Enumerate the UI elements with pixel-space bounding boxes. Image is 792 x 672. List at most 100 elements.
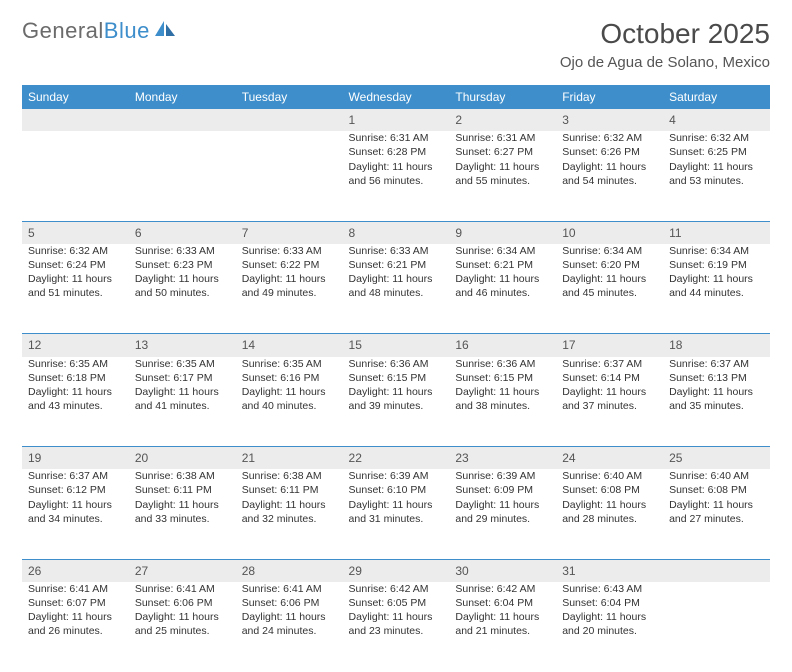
day-number: 4 <box>663 109 770 131</box>
day-number: 29 <box>343 559 450 582</box>
sunset-line: Sunset: 6:08 PM <box>669 483 764 497</box>
sunrise-line: Sunrise: 6:34 AM <box>669 244 764 258</box>
day-number <box>663 559 770 582</box>
sunset-line: Sunset: 6:24 PM <box>28 258 123 272</box>
sunrise-line: Sunrise: 6:42 AM <box>455 582 550 596</box>
day-content-row: Sunrise: 6:31 AMSunset: 6:28 PMDaylight:… <box>22 131 770 221</box>
day2-line: and 32 minutes. <box>242 512 337 526</box>
day-header: Friday <box>556 85 663 109</box>
day-number: 24 <box>556 447 663 470</box>
day1-line: Daylight: 11 hours <box>135 610 230 624</box>
day2-line: and 31 minutes. <box>349 512 444 526</box>
sunrise-line: Sunrise: 6:38 AM <box>242 469 337 483</box>
sunset-line: Sunset: 6:13 PM <box>669 371 764 385</box>
day-content-row: Sunrise: 6:35 AMSunset: 6:18 PMDaylight:… <box>22 357 770 447</box>
logo: GeneralBlue <box>22 18 176 44</box>
sunset-line: Sunset: 6:07 PM <box>28 596 123 610</box>
day-number: 5 <box>22 221 129 244</box>
day-cell: Sunrise: 6:35 AMSunset: 6:17 PMDaylight:… <box>129 357 236 447</box>
day2-line: and 51 minutes. <box>28 286 123 300</box>
day-number: 19 <box>22 447 129 470</box>
day-number: 28 <box>236 559 343 582</box>
day-number: 9 <box>449 221 556 244</box>
day2-line: and 38 minutes. <box>455 399 550 413</box>
sunset-line: Sunset: 6:27 PM <box>455 145 550 159</box>
day-number: 1 <box>343 109 450 131</box>
day1-line: Daylight: 11 hours <box>349 610 444 624</box>
day2-line: and 56 minutes. <box>349 174 444 188</box>
sunset-line: Sunset: 6:11 PM <box>242 483 337 497</box>
sunset-line: Sunset: 6:19 PM <box>669 258 764 272</box>
day-cell: Sunrise: 6:40 AMSunset: 6:08 PMDaylight:… <box>663 469 770 559</box>
day-number <box>236 109 343 131</box>
day-number: 23 <box>449 447 556 470</box>
logo-text-2: Blue <box>104 18 150 44</box>
day-number: 8 <box>343 221 450 244</box>
day-number: 21 <box>236 447 343 470</box>
day-number: 7 <box>236 221 343 244</box>
sunset-line: Sunset: 6:09 PM <box>455 483 550 497</box>
day2-line: and 29 minutes. <box>455 512 550 526</box>
day2-line: and 55 minutes. <box>455 174 550 188</box>
day1-line: Daylight: 11 hours <box>455 385 550 399</box>
day-number: 12 <box>22 334 129 357</box>
day1-line: Daylight: 11 hours <box>242 610 337 624</box>
sunrise-line: Sunrise: 6:32 AM <box>28 244 123 258</box>
day2-line: and 44 minutes. <box>669 286 764 300</box>
day1-line: Daylight: 11 hours <box>455 498 550 512</box>
day1-line: Daylight: 11 hours <box>562 160 657 174</box>
day2-line: and 27 minutes. <box>669 512 764 526</box>
day1-line: Daylight: 11 hours <box>135 498 230 512</box>
day-cell: Sunrise: 6:41 AMSunset: 6:06 PMDaylight:… <box>236 582 343 672</box>
day2-line: and 48 minutes. <box>349 286 444 300</box>
day-cell: Sunrise: 6:32 AMSunset: 6:25 PMDaylight:… <box>663 131 770 221</box>
day-cell: Sunrise: 6:31 AMSunset: 6:27 PMDaylight:… <box>449 131 556 221</box>
day-number: 30 <box>449 559 556 582</box>
day-content-row: Sunrise: 6:37 AMSunset: 6:12 PMDaylight:… <box>22 469 770 559</box>
sunrise-line: Sunrise: 6:35 AM <box>28 357 123 371</box>
day-number: 18 <box>663 334 770 357</box>
day1-line: Daylight: 11 hours <box>135 272 230 286</box>
month-title: October 2025 <box>560 18 770 50</box>
day-cell: Sunrise: 6:43 AMSunset: 6:04 PMDaylight:… <box>556 582 663 672</box>
day1-line: Daylight: 11 hours <box>242 498 337 512</box>
day1-line: Daylight: 11 hours <box>562 498 657 512</box>
day2-line: and 23 minutes. <box>349 624 444 638</box>
day2-line: and 39 minutes. <box>349 399 444 413</box>
day-number: 13 <box>129 334 236 357</box>
day1-line: Daylight: 11 hours <box>349 160 444 174</box>
sunset-line: Sunset: 6:10 PM <box>349 483 444 497</box>
day2-line: and 21 minutes. <box>455 624 550 638</box>
day-cell: Sunrise: 6:38 AMSunset: 6:11 PMDaylight:… <box>129 469 236 559</box>
sunrise-line: Sunrise: 6:40 AM <box>669 469 764 483</box>
sunrise-line: Sunrise: 6:32 AM <box>562 131 657 145</box>
day-cell: Sunrise: 6:42 AMSunset: 6:05 PMDaylight:… <box>343 582 450 672</box>
sunrise-line: Sunrise: 6:33 AM <box>242 244 337 258</box>
day1-line: Daylight: 11 hours <box>28 498 123 512</box>
day-cell: Sunrise: 6:40 AMSunset: 6:08 PMDaylight:… <box>556 469 663 559</box>
sunrise-line: Sunrise: 6:37 AM <box>28 469 123 483</box>
sunset-line: Sunset: 6:17 PM <box>135 371 230 385</box>
sunset-line: Sunset: 6:26 PM <box>562 145 657 159</box>
daynum-row: 19202122232425 <box>22 447 770 470</box>
day-cell <box>236 131 343 221</box>
day1-line: Daylight: 11 hours <box>669 160 764 174</box>
day2-line: and 26 minutes. <box>28 624 123 638</box>
day1-line: Daylight: 11 hours <box>669 385 764 399</box>
sunrise-line: Sunrise: 6:32 AM <box>669 131 764 145</box>
day-cell: Sunrise: 6:35 AMSunset: 6:16 PMDaylight:… <box>236 357 343 447</box>
sunset-line: Sunset: 6:21 PM <box>455 258 550 272</box>
day1-line: Daylight: 11 hours <box>669 272 764 286</box>
sunrise-line: Sunrise: 6:36 AM <box>349 357 444 371</box>
day-cell: Sunrise: 6:33 AMSunset: 6:21 PMDaylight:… <box>343 244 450 334</box>
day-header: Tuesday <box>236 85 343 109</box>
day1-line: Daylight: 11 hours <box>562 610 657 624</box>
day-cell: Sunrise: 6:41 AMSunset: 6:07 PMDaylight:… <box>22 582 129 672</box>
day2-line: and 53 minutes. <box>669 174 764 188</box>
sunset-line: Sunset: 6:20 PM <box>562 258 657 272</box>
day2-line: and 35 minutes. <box>669 399 764 413</box>
sunrise-line: Sunrise: 6:37 AM <box>669 357 764 371</box>
day1-line: Daylight: 11 hours <box>28 385 123 399</box>
day2-line: and 24 minutes. <box>242 624 337 638</box>
daynum-row: 12131415161718 <box>22 334 770 357</box>
